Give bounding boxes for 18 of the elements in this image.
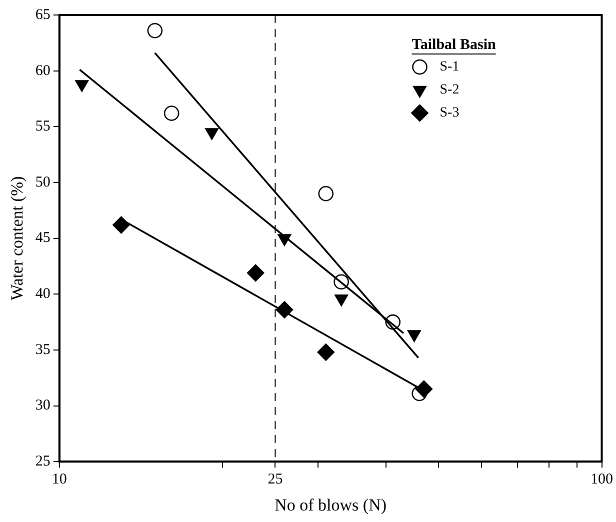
y-tick-label: 40 (35, 286, 50, 302)
y-tick-label: 60 (35, 62, 50, 79)
legend-label: S-2 (440, 82, 460, 98)
legend-label: S-1 (440, 60, 460, 75)
x-tick-label: 25 (268, 472, 283, 488)
y-axis-title: Water content (%) (8, 176, 27, 300)
y-tick-label: 65 (35, 6, 50, 23)
x-tick-label: 100 (590, 472, 613, 488)
y-tick-label: 55 (35, 118, 50, 135)
y-tick-label: 35 (35, 342, 50, 358)
y-tick-label: 50 (35, 174, 50, 190)
legend-title: Tailbal Basin (412, 36, 496, 53)
y-tick-label: 25 (35, 454, 50, 470)
legend-label: S-3 (440, 106, 460, 121)
x-tick-label: 10 (52, 472, 67, 488)
x-axis-title: No of blows (N) (274, 495, 387, 514)
y-tick-label: 30 (35, 398, 50, 414)
y-tick-label: 45 (35, 230, 50, 246)
